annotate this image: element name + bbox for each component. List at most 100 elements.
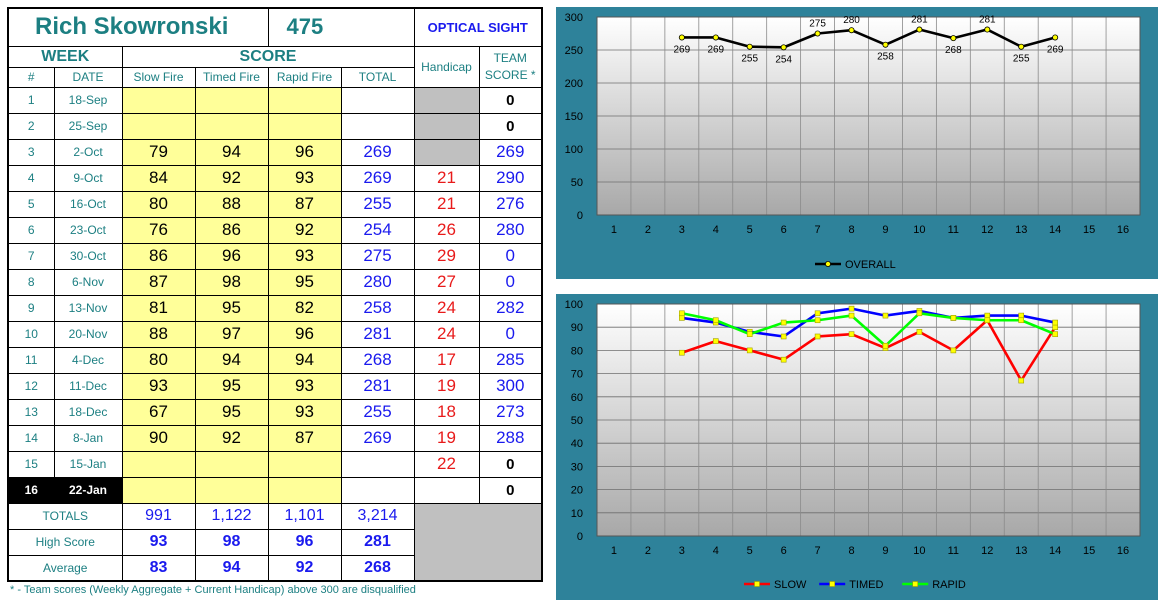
row-team-score: 0 (478, 112, 543, 140)
table-row: 3 2-Oct 79 94 96 269 269 (7, 138, 543, 166)
row-date: 23-Oct (53, 216, 123, 244)
row-slow-fire (121, 476, 196, 504)
x-tick-label: 8 (848, 545, 854, 557)
row-rapid-fire: 92 (267, 216, 342, 244)
data-label: 280 (843, 15, 860, 26)
data-point (1052, 319, 1058, 326)
row-timed-fire: 96 (194, 242, 269, 270)
data-point (746, 347, 753, 354)
row-week-number: 11 (7, 346, 55, 374)
data-point (916, 329, 923, 335)
x-tick-label: 2 (645, 224, 651, 236)
data-point (950, 347, 957, 354)
row-total: 281 (340, 372, 415, 400)
x-tick-label: 13 (1015, 545, 1027, 557)
row-date: 22-Jan (53, 476, 123, 504)
row-timed-fire (194, 450, 269, 478)
data-point (1018, 317, 1025, 324)
row-handicap: 21 (413, 164, 480, 192)
x-tick-label: 5 (747, 545, 753, 557)
row-timed-fire: 86 (194, 216, 269, 244)
col-total-header: TOTAL (340, 66, 415, 88)
row-team-score: 0 (478, 268, 543, 296)
score-header: SCORE (121, 45, 415, 68)
row-slow-fire: 86 (121, 242, 196, 270)
x-tick-label: 16 (1117, 545, 1129, 557)
data-point (916, 26, 923, 33)
data-point (1018, 377, 1025, 384)
x-tick-label: 10 (913, 545, 925, 557)
row-rapid-fire: 93 (267, 164, 342, 192)
high-rapid: 96 (267, 528, 342, 556)
table-row: 7 30-Oct 86 96 93 275 29 0 (7, 242, 543, 270)
row-timed-fire: 92 (194, 424, 269, 452)
legend-label: OVERALL (845, 259, 896, 271)
row-total: 269 (340, 164, 415, 192)
row-total (340, 112, 415, 140)
row-date: 6-Nov (53, 268, 123, 296)
shooter-name: Rich Skowronski (7, 7, 269, 47)
row-date: 9-Oct (53, 164, 123, 192)
high-score-label: High Score (7, 528, 123, 556)
series-line-overall (681, 28, 1056, 49)
row-rapid-fire: 93 (267, 242, 342, 270)
row-rapid-fire: 93 (267, 372, 342, 400)
data-point (848, 331, 855, 337)
y-tick-label: 300 (565, 12, 583, 24)
row-handicap: 22 (413, 450, 480, 478)
data-point (916, 310, 923, 317)
table-row: 1 18-Sep 0 (7, 86, 543, 114)
data-point (780, 44, 787, 51)
row-week-number: 3 (7, 138, 55, 166)
row-rapid-fire: 87 (267, 424, 342, 452)
row-handicap: 17 (413, 346, 480, 374)
y-tick-label: 40 (571, 438, 583, 450)
table-row: 6 23-Oct 76 86 92 254 26 280 (7, 216, 543, 244)
row-handicap (413, 86, 480, 114)
footnote: * - Team scores (Weekly Aggregate + Curr… (10, 584, 416, 596)
row-total: 258 (340, 294, 415, 322)
data-point (780, 319, 787, 326)
x-tick-label: 11 (948, 224, 959, 236)
y-tick-label: 50 (571, 415, 583, 427)
row-total: 254 (340, 216, 415, 244)
row-team-score: 290 (478, 164, 543, 192)
col-date-header: DATE (53, 66, 123, 88)
y-tick-label: 60 (571, 392, 583, 404)
x-tick-label: 3 (679, 224, 685, 236)
y-tick-label: 150 (565, 111, 583, 123)
row-date: 30-Oct (53, 242, 123, 270)
row-team-score: 276 (478, 190, 543, 218)
legend-marker (912, 581, 919, 587)
y-tick-label: 100 (565, 144, 583, 156)
totals-label: TOTALS (7, 502, 123, 530)
row-handicap: 21 (413, 190, 480, 218)
row-team-score: 0 (478, 86, 543, 114)
row-date: 2-Oct (53, 138, 123, 166)
y-tick-label: 0 (577, 531, 583, 543)
average-rapid: 92 (267, 554, 342, 582)
y-tick-label: 30 (571, 461, 583, 473)
row-slow-fire: 90 (121, 424, 196, 452)
row-week-number: 12 (7, 372, 55, 400)
data-point (1018, 43, 1025, 50)
table-row: 12 11-Dec 93 95 93 281 19 300 (7, 372, 543, 400)
row-rapid-fire: 94 (267, 346, 342, 374)
row-rapid-fire: 95 (267, 268, 342, 296)
x-tick-label: 12 (981, 545, 993, 557)
sight-type: OPTICAL SIGHT (413, 7, 543, 47)
team-score-header-line1: TEAM (493, 50, 527, 65)
data-point (882, 41, 889, 48)
x-tick-label: 13 (1015, 224, 1027, 236)
data-point (814, 30, 821, 37)
data-point (780, 333, 787, 340)
row-slow-fire: 80 (121, 346, 196, 374)
x-tick-label: 4 (713, 224, 719, 236)
x-tick-label: 8 (848, 224, 854, 236)
week-header: WEEK (7, 45, 123, 68)
row-week-number: 2 (7, 112, 55, 140)
handicap-header: Handicap (413, 45, 480, 88)
x-tick-label: 15 (1083, 545, 1095, 557)
row-total (340, 86, 415, 114)
row-slow-fire: 67 (121, 398, 196, 426)
